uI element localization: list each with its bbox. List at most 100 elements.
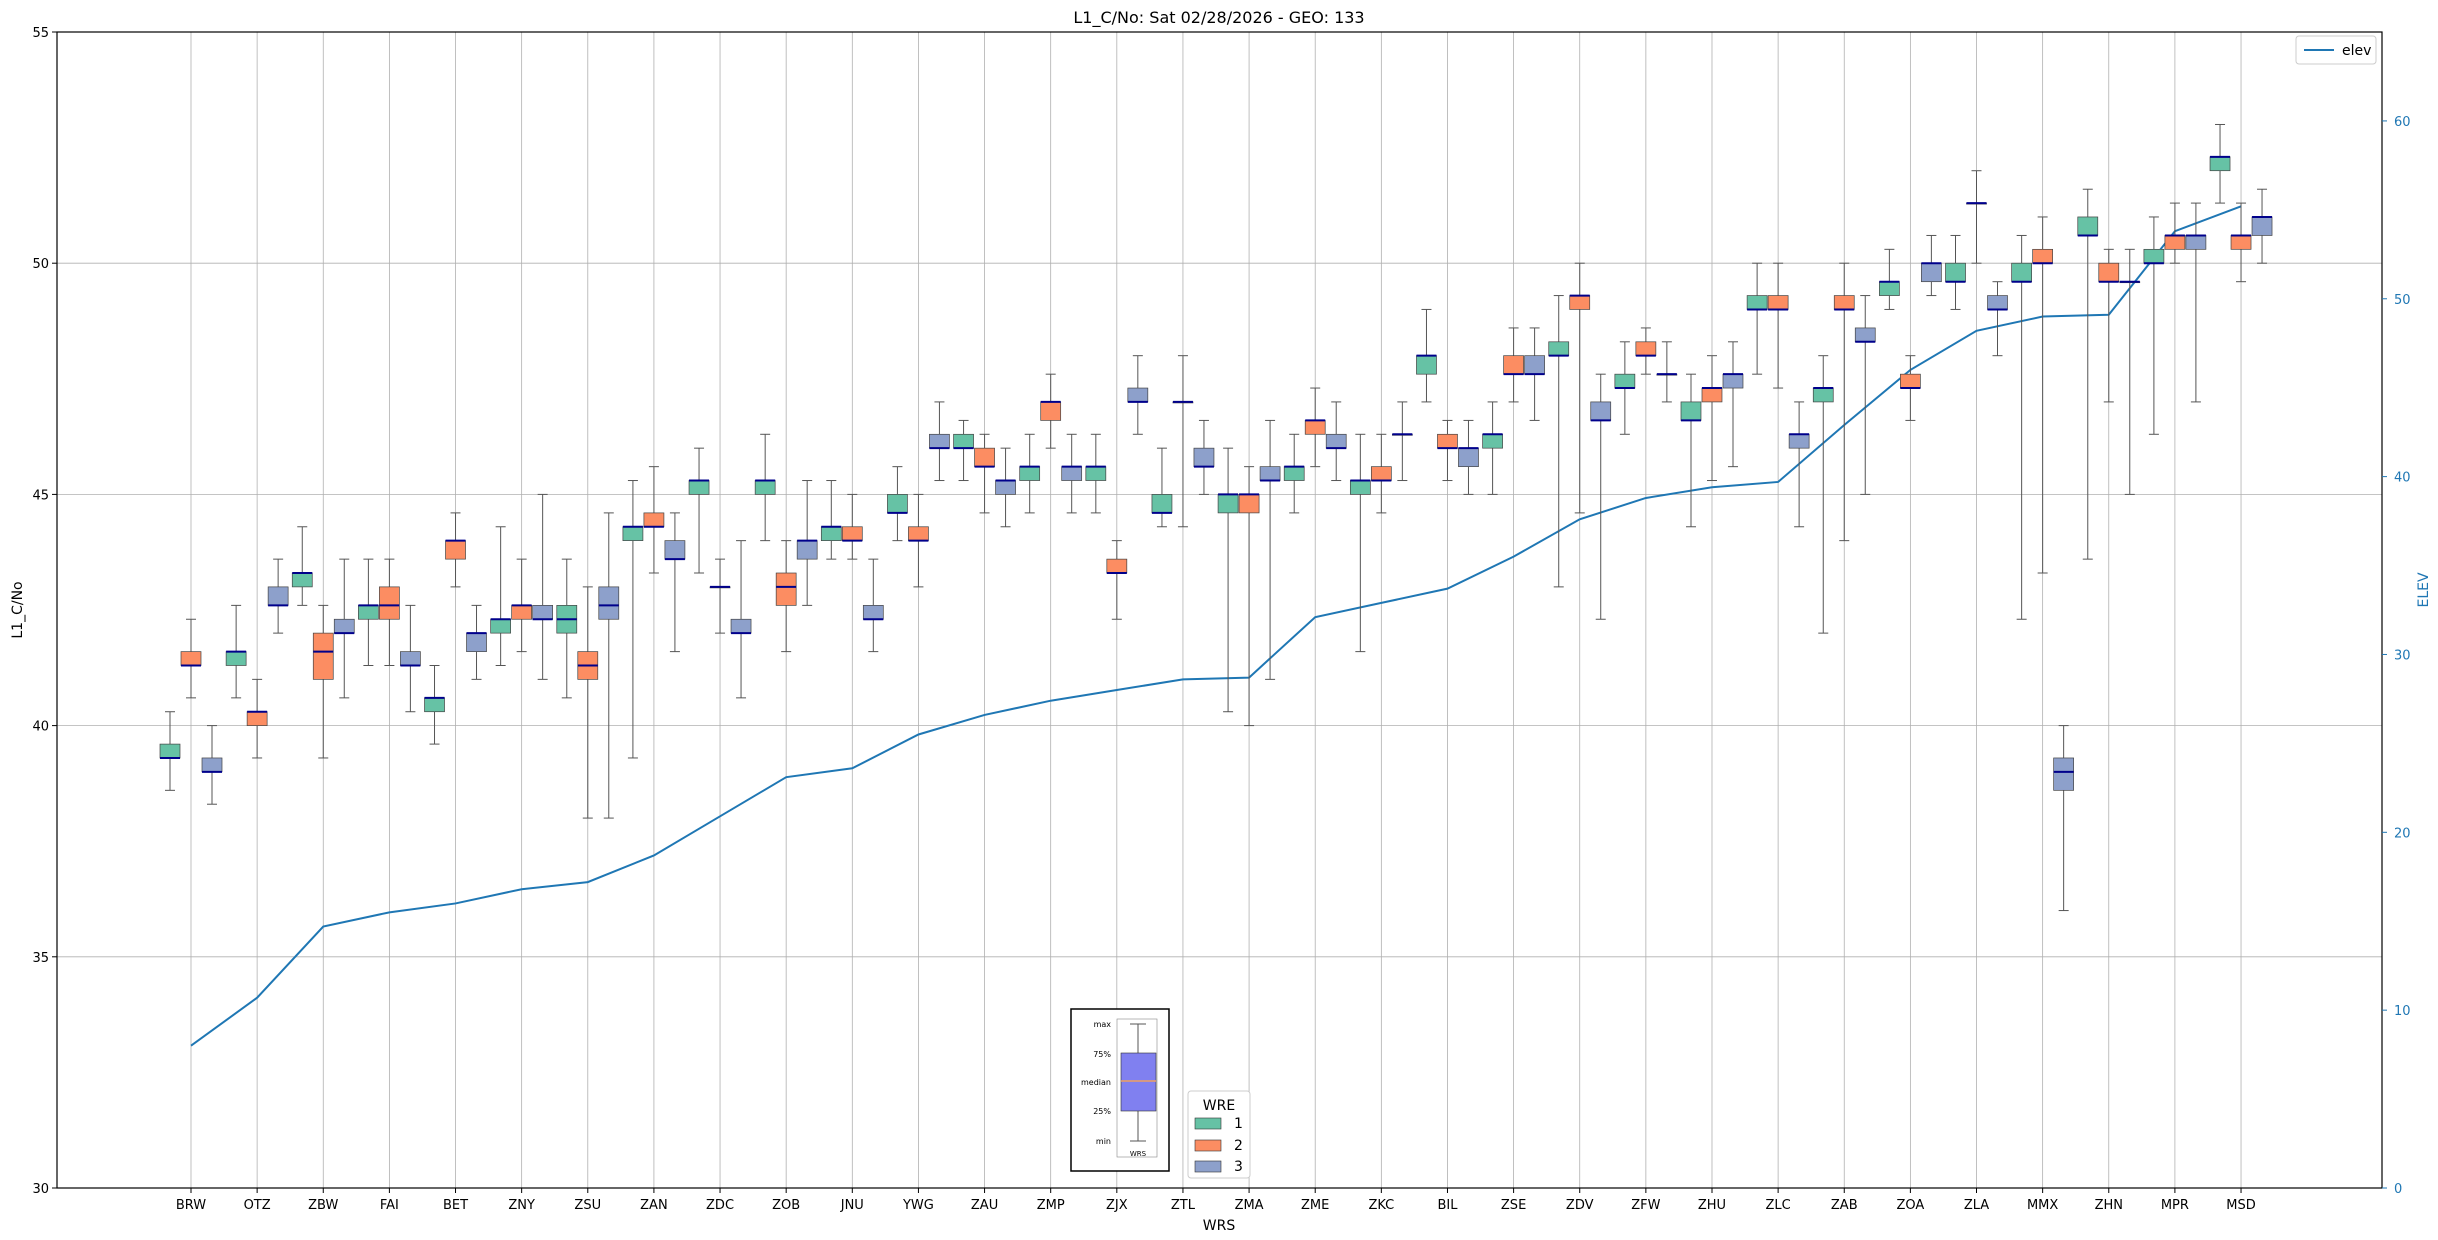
y-axis: 30 35 40 45 50 55 bbox=[32, 26, 57, 1197]
box-zan-wre3 bbox=[664, 512, 686, 653]
box-body bbox=[754, 480, 776, 495]
x-tick-label: ZHU bbox=[1698, 1198, 1726, 1213]
box-zse-wre2 bbox=[1503, 327, 1524, 403]
box-zjx-wre1 bbox=[1085, 433, 1107, 514]
box-mpr-wre3 bbox=[2185, 202, 2207, 403]
box-zbw-wre3 bbox=[333, 558, 355, 699]
box-body bbox=[953, 433, 974, 449]
x-axis-label: WRS bbox=[1203, 1218, 1236, 1234]
box-zma-wre2 bbox=[1238, 466, 1260, 727]
wre-legend-title: WRE bbox=[1203, 1098, 1235, 1114]
y2-tick-label: 0 bbox=[2394, 1182, 2402, 1197]
y-tick-label: 50 bbox=[32, 257, 49, 272]
box-ztl-wre2 bbox=[1172, 355, 1194, 528]
box-body bbox=[246, 711, 268, 726]
x-tick-label: YWG bbox=[902, 1198, 934, 1213]
box-zme-wre1 bbox=[1283, 433, 1305, 514]
box-body bbox=[862, 605, 884, 620]
y-tick-label: 35 bbox=[32, 951, 49, 966]
box-ywg-wre1 bbox=[887, 466, 908, 542]
box-jnu-wre1 bbox=[820, 480, 842, 560]
elev-legend: elev bbox=[2295, 35, 2377, 65]
box-body bbox=[1106, 558, 1128, 574]
x-tick-label: ZMA bbox=[1235, 1198, 1264, 1213]
y2-tick-label: 40 bbox=[2394, 471, 2411, 486]
y2-tick-label: 10 bbox=[2394, 1004, 2411, 1019]
box-zfw-wre2 bbox=[1635, 327, 1657, 375]
y-axis-label: L1_C/No bbox=[10, 581, 26, 638]
box-body bbox=[1524, 355, 1545, 375]
box-zdv-wre3 bbox=[1590, 373, 1612, 620]
box-body bbox=[1304, 420, 1326, 435]
wre-legend-swatch-2 bbox=[1194, 1139, 1222, 1152]
elev-line bbox=[190, 205, 2242, 1047]
box-msd-wre3 bbox=[2251, 188, 2273, 264]
box-body bbox=[995, 480, 1016, 495]
box-brw-wre2 bbox=[180, 618, 202, 699]
box-body bbox=[2251, 216, 2273, 236]
box-bil-wre2 bbox=[1437, 419, 1458, 482]
inset-label-q3: 75% bbox=[1093, 1050, 1111, 1059]
x-tick-label: ZOB bbox=[772, 1198, 800, 1213]
box-zdv-wre2 bbox=[1569, 262, 1591, 514]
y2-tick-label: 60 bbox=[2394, 115, 2411, 130]
wre-legend-swatch-3 bbox=[1194, 1160, 1222, 1173]
inset-label-max: max bbox=[1094, 1020, 1112, 1029]
x-tick-label: ZSU bbox=[574, 1198, 601, 1213]
box-mpr-wre2 bbox=[2164, 202, 2186, 264]
box-zob-wre3 bbox=[796, 480, 818, 606]
box-zsu-wre3 bbox=[598, 512, 620, 819]
box-body bbox=[598, 586, 620, 620]
box-body bbox=[511, 605, 532, 620]
box-jnu-wre3 bbox=[862, 558, 884, 653]
box-body bbox=[1437, 433, 1458, 449]
box-zkc-wre3 bbox=[1391, 401, 1413, 482]
y-tick-label: 40 bbox=[32, 720, 49, 735]
x-tick-label: ZLA bbox=[1964, 1198, 1989, 1213]
box-body bbox=[688, 480, 710, 495]
box-zse-wre1 bbox=[1482, 401, 1503, 495]
box-body bbox=[1127, 387, 1149, 403]
box-mpr-wre1 bbox=[2143, 216, 2165, 435]
box-zoa-wre2 bbox=[1900, 355, 1921, 421]
box-body bbox=[730, 618, 752, 634]
box-body bbox=[1921, 262, 1942, 283]
box-body bbox=[1987, 295, 2008, 310]
x-tick-label: BIL bbox=[1437, 1198, 1458, 1213]
box-fai-wre1 bbox=[358, 558, 379, 666]
box-zhn-wre2 bbox=[2098, 248, 2120, 403]
inset-label-min: min bbox=[1096, 1137, 1111, 1146]
box-zdc-wre1 bbox=[688, 447, 710, 574]
x-tick-label: OTZ bbox=[244, 1198, 271, 1213]
box-body bbox=[291, 572, 313, 588]
box-body bbox=[1283, 466, 1305, 481]
x-tick-label: ZJX bbox=[1106, 1198, 1128, 1213]
box-zjx-wre3 bbox=[1127, 355, 1149, 435]
elev-legend-label: elev bbox=[2342, 43, 2371, 59]
box-zdc-wre3 bbox=[730, 540, 752, 699]
inset-label-median: median bbox=[1081, 1078, 1111, 1087]
box-body bbox=[1945, 262, 1966, 283]
box-zbw-wre2 bbox=[312, 604, 334, 759]
box-body bbox=[1085, 466, 1107, 481]
box-zmp-wre1 bbox=[1019, 433, 1041, 514]
x-tick-label: ZOA bbox=[1896, 1198, 1924, 1213]
box-zme-wre3 bbox=[1325, 401, 1347, 482]
x-tick-label: ZDV bbox=[1566, 1198, 1594, 1213]
box-mmx-wre1 bbox=[2011, 234, 2032, 620]
x-tick-label: ZLC bbox=[1766, 1198, 1791, 1213]
y2-tick-label: 30 bbox=[2394, 648, 2411, 663]
box-body bbox=[929, 433, 950, 449]
box-body bbox=[400, 651, 421, 666]
box-zla-wre2 bbox=[1966, 170, 1987, 264]
box-zhu-wre1 bbox=[1680, 373, 1702, 528]
x-tick-label: ZBW bbox=[308, 1198, 338, 1213]
box-body bbox=[2077, 216, 2099, 236]
box-body bbox=[2143, 248, 2165, 264]
box-body bbox=[1193, 447, 1215, 468]
box-brw-wre1 bbox=[159, 711, 181, 791]
box-body bbox=[267, 586, 289, 606]
box-zbw-wre1 bbox=[291, 526, 313, 606]
box-body bbox=[796, 540, 818, 560]
